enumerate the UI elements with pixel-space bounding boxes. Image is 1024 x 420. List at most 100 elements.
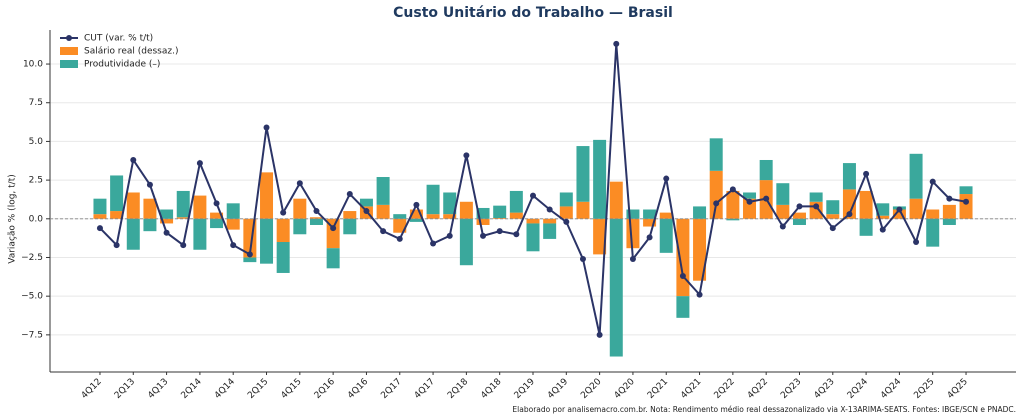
line-point (663, 175, 670, 182)
bar (609, 218, 623, 357)
bar (776, 204, 790, 219)
x-tick-label: 2Q20 (579, 377, 603, 401)
bar (826, 200, 840, 215)
line-point (280, 209, 287, 216)
x-tick-label: 2Q25 (912, 377, 936, 401)
bar (709, 138, 723, 171)
line-point (163, 229, 170, 236)
legend-swatch (60, 60, 78, 68)
line-point (846, 211, 853, 218)
x-tick-label: 2Q24 (846, 377, 870, 401)
line-point (446, 232, 453, 239)
bar (359, 198, 373, 207)
x-tick-label: 4Q23 (812, 377, 836, 401)
bar (842, 163, 856, 190)
line-point (913, 239, 920, 246)
bar (193, 195, 207, 219)
bar (193, 218, 207, 250)
bar (659, 218, 673, 253)
y-tick-label: 0.0 (29, 214, 44, 224)
bar (393, 218, 407, 233)
bar (526, 223, 540, 252)
x-tick-label: 4Q22 (746, 377, 770, 401)
x-tick-label: 4Q12 (80, 377, 104, 401)
bar (576, 201, 590, 219)
legend-label: Produtividade (–) (84, 60, 160, 70)
y-tick-label: 7.5 (29, 98, 43, 108)
bar (543, 223, 557, 239)
bar (726, 218, 740, 221)
line-point (180, 242, 187, 249)
legend-swatch (66, 35, 72, 41)
bar (110, 211, 124, 219)
bar (509, 190, 523, 213)
line-point (779, 223, 786, 230)
line-point (380, 228, 387, 235)
y-tick-label: −5.0 (21, 292, 43, 302)
bar (593, 218, 607, 255)
bar (792, 218, 806, 225)
bar (343, 218, 357, 235)
bar (709, 170, 723, 219)
bar (260, 172, 274, 219)
bar (942, 204, 956, 219)
bar (393, 214, 407, 219)
y-tick-label: 2.5 (29, 176, 43, 186)
bar (859, 218, 873, 236)
x-tick-label: 2Q21 (646, 377, 670, 401)
line-point (796, 203, 803, 210)
x-tick-label: 2Q13 (113, 377, 137, 401)
x-tick-label: 4Q24 (879, 377, 903, 401)
bar (859, 190, 873, 219)
bar (243, 257, 257, 263)
x-tick-label: 4Q15 (279, 377, 303, 401)
line-point (829, 225, 836, 232)
line-point (729, 186, 736, 193)
x-tick-label: 2Q16 (313, 377, 337, 401)
bar (643, 209, 657, 219)
bar (126, 192, 140, 219)
bar (826, 214, 840, 219)
legend-label: CUT (var. % t/t) (84, 34, 153, 44)
bar (110, 175, 124, 212)
line-point (96, 225, 103, 232)
line-point (530, 192, 536, 199)
footnote: Elaborado por analisemacro.com.br. Nota:… (512, 405, 1016, 414)
line-point (413, 201, 420, 208)
bar (959, 186, 973, 195)
line-point (563, 218, 570, 225)
line-point (113, 242, 120, 249)
bar (809, 192, 823, 202)
line-point (396, 235, 403, 242)
x-tick-label: 2Q22 (713, 377, 737, 401)
x-tick-label: 4Q16 (346, 377, 370, 401)
x-tick-label: 4Q18 (479, 377, 503, 401)
bar (276, 242, 290, 273)
bar (210, 212, 224, 219)
line-point (863, 170, 870, 177)
x-tick-label: 2Q14 (180, 377, 204, 401)
bar (293, 218, 307, 235)
bar (643, 218, 657, 227)
line-point (746, 198, 753, 205)
line-point (130, 156, 137, 163)
bar (909, 153, 923, 199)
bar (593, 139, 607, 219)
y-tick-label: −2.5 (21, 253, 43, 263)
x-tick-label: 4Q25 (946, 377, 970, 401)
bar (426, 184, 440, 215)
y-axis-label: Variação % (log, t/t) (8, 174, 18, 264)
bar (526, 218, 540, 224)
bar (176, 190, 190, 218)
line-point (263, 124, 270, 131)
bar (459, 218, 473, 266)
line (99, 43, 967, 336)
bar (926, 218, 940, 247)
line-point (613, 40, 620, 47)
bar (143, 218, 157, 232)
x-tick-label: 2Q15 (246, 377, 270, 401)
y-tick-label: 10.0 (23, 60, 43, 70)
bar (576, 146, 590, 202)
line-point (213, 200, 220, 207)
